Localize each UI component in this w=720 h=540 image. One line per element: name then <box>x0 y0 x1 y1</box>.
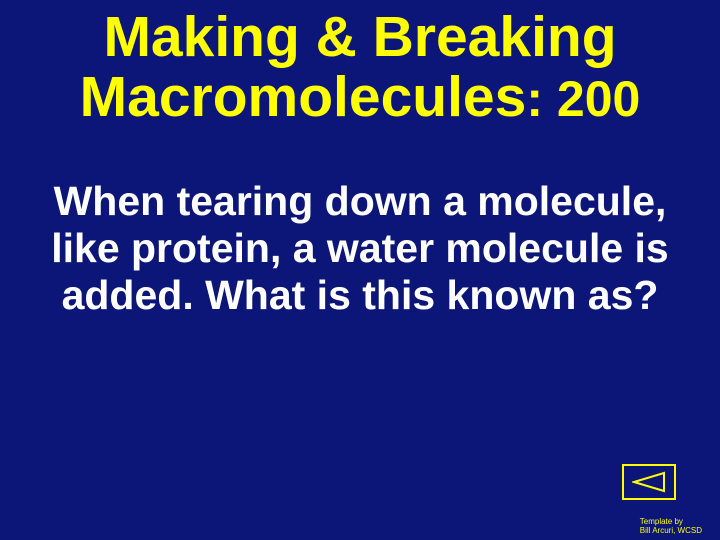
slide-title: Making & Breaking Macromolecules: 200 <box>0 0 720 128</box>
template-credit: Template by Bill Arcuri, WCSD <box>640 517 702 536</box>
back-button[interactable] <box>622 464 676 500</box>
title-line2-word: Macromolecules <box>80 65 527 129</box>
title-sep: : <box>526 71 557 127</box>
question-text: When tearing down a molecule, like prote… <box>0 178 720 319</box>
credit-line2: Bill Arcuri, WCSD <box>640 526 702 535</box>
title-points: 200 <box>557 71 640 127</box>
credit-line1: Template by <box>640 517 683 526</box>
back-arrow-icon <box>632 471 666 493</box>
title-line1: Making & Breaking <box>103 5 616 69</box>
